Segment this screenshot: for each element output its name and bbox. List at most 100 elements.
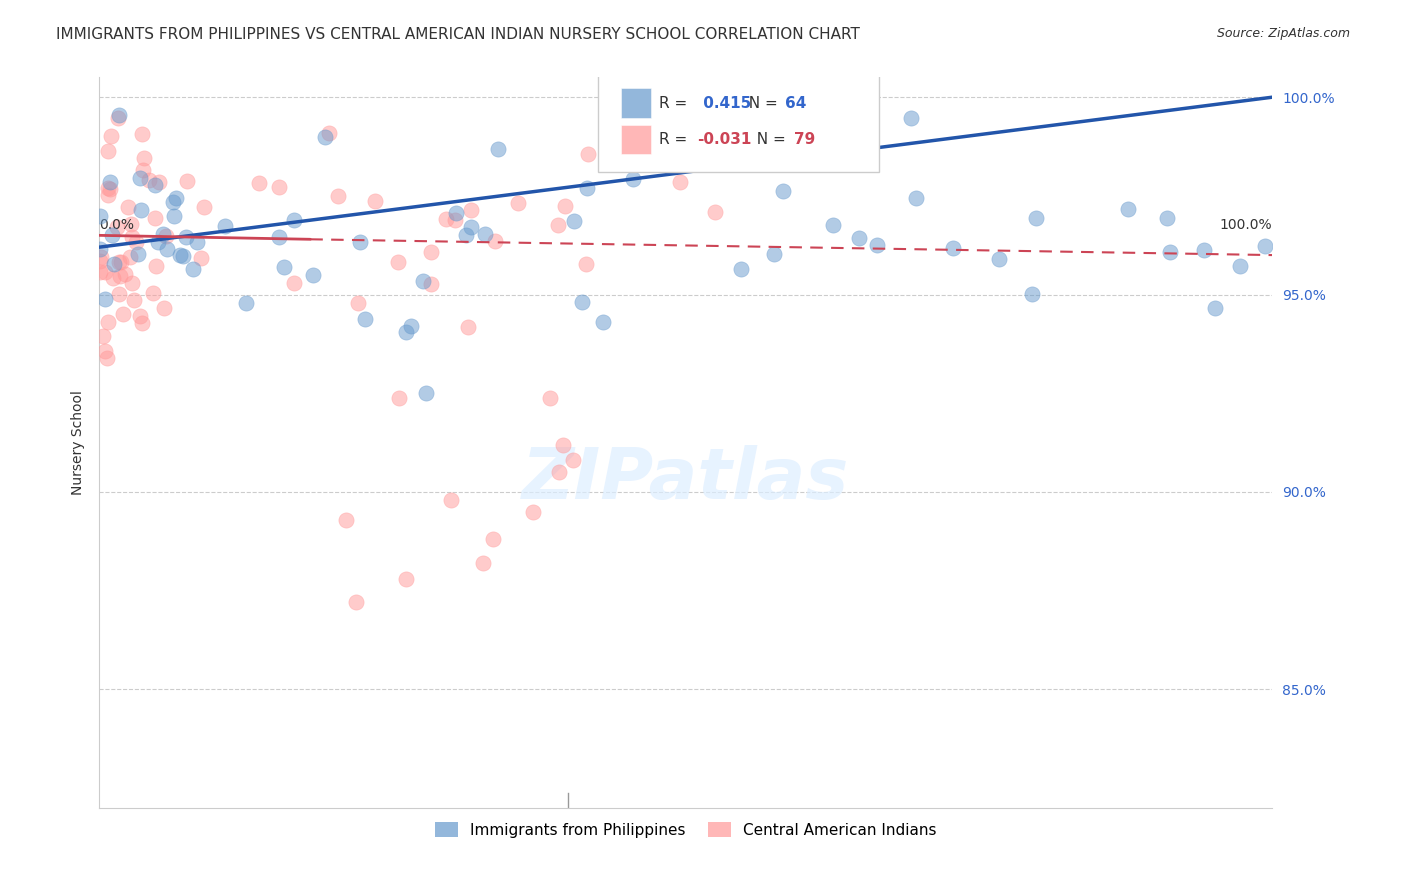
Point xyxy=(554,199,576,213)
Point xyxy=(482,533,505,547)
Point xyxy=(267,230,290,244)
Point xyxy=(772,184,794,198)
Point xyxy=(131,316,153,330)
Point xyxy=(90,250,112,264)
Point xyxy=(143,211,166,225)
Point xyxy=(101,270,124,285)
Point xyxy=(547,218,569,232)
Point xyxy=(153,301,176,315)
Point xyxy=(122,293,145,308)
Point xyxy=(96,351,118,365)
Text: N =: N = xyxy=(738,95,782,111)
Point xyxy=(506,196,529,211)
Point xyxy=(110,255,132,269)
Point xyxy=(108,255,131,269)
Point xyxy=(364,194,387,208)
Point xyxy=(484,234,506,248)
Point xyxy=(163,210,186,224)
Point xyxy=(440,492,463,507)
Point xyxy=(592,315,614,329)
Point xyxy=(848,231,870,245)
Point xyxy=(488,142,510,156)
Text: Source: ZipAtlas.com: Source: ZipAtlas.com xyxy=(1216,27,1350,40)
Point xyxy=(669,175,692,189)
Point xyxy=(108,268,131,283)
Point xyxy=(335,512,357,526)
Point xyxy=(235,296,257,310)
Point xyxy=(562,453,585,467)
Point xyxy=(576,181,599,195)
Point xyxy=(446,206,468,220)
Point xyxy=(100,128,122,143)
Point xyxy=(125,235,148,249)
Point xyxy=(460,203,482,218)
Point xyxy=(471,556,494,570)
Point xyxy=(1021,287,1043,301)
Point xyxy=(283,212,305,227)
Point xyxy=(866,238,889,252)
Point xyxy=(121,229,143,244)
Point xyxy=(318,126,340,140)
Point xyxy=(474,227,496,241)
Text: 100.0%: 100.0% xyxy=(1220,218,1272,232)
Point xyxy=(145,259,167,273)
Point xyxy=(562,214,585,228)
Point xyxy=(91,329,114,343)
Point xyxy=(97,315,120,329)
Point xyxy=(129,202,152,217)
Point xyxy=(98,175,121,189)
Point xyxy=(1204,301,1226,315)
Y-axis label: Nursery School: Nursery School xyxy=(72,390,86,495)
Point xyxy=(103,257,125,271)
Point xyxy=(132,163,155,178)
Point xyxy=(576,146,599,161)
Point xyxy=(97,144,120,158)
Point xyxy=(823,218,845,232)
Point xyxy=(267,180,290,194)
Point xyxy=(101,228,124,243)
FancyBboxPatch shape xyxy=(621,125,651,154)
Point xyxy=(94,343,117,358)
Point xyxy=(415,386,437,401)
Point xyxy=(143,178,166,192)
Point xyxy=(1118,202,1140,216)
Point xyxy=(155,228,177,243)
Point xyxy=(354,312,377,326)
Point xyxy=(117,200,139,214)
Point xyxy=(1025,211,1047,226)
Point xyxy=(108,286,131,301)
Point xyxy=(89,209,111,223)
Text: 0.415: 0.415 xyxy=(697,95,751,111)
Point xyxy=(420,277,443,291)
Point xyxy=(344,595,367,609)
Point xyxy=(152,227,174,242)
Text: 79: 79 xyxy=(794,132,815,147)
Point xyxy=(172,250,194,264)
Text: 0.0%: 0.0% xyxy=(100,218,134,232)
Point xyxy=(131,128,153,142)
Point xyxy=(457,319,479,334)
Point xyxy=(538,391,561,405)
FancyBboxPatch shape xyxy=(621,88,651,118)
Point xyxy=(551,437,574,451)
Point xyxy=(315,130,337,145)
Point xyxy=(128,170,150,185)
Point xyxy=(89,253,111,268)
Point xyxy=(349,235,371,249)
Text: N =: N = xyxy=(747,132,790,147)
Point xyxy=(129,309,152,323)
Point xyxy=(942,241,965,255)
Point xyxy=(247,176,270,190)
Point xyxy=(621,172,644,186)
Point xyxy=(176,174,198,188)
Point xyxy=(575,257,598,271)
Point xyxy=(283,276,305,290)
Point xyxy=(387,255,409,269)
Point xyxy=(89,242,111,256)
Point xyxy=(988,252,1011,266)
Point xyxy=(434,212,457,227)
Point xyxy=(460,220,482,235)
Point xyxy=(98,182,121,196)
Point xyxy=(900,111,922,125)
Point xyxy=(454,227,477,242)
